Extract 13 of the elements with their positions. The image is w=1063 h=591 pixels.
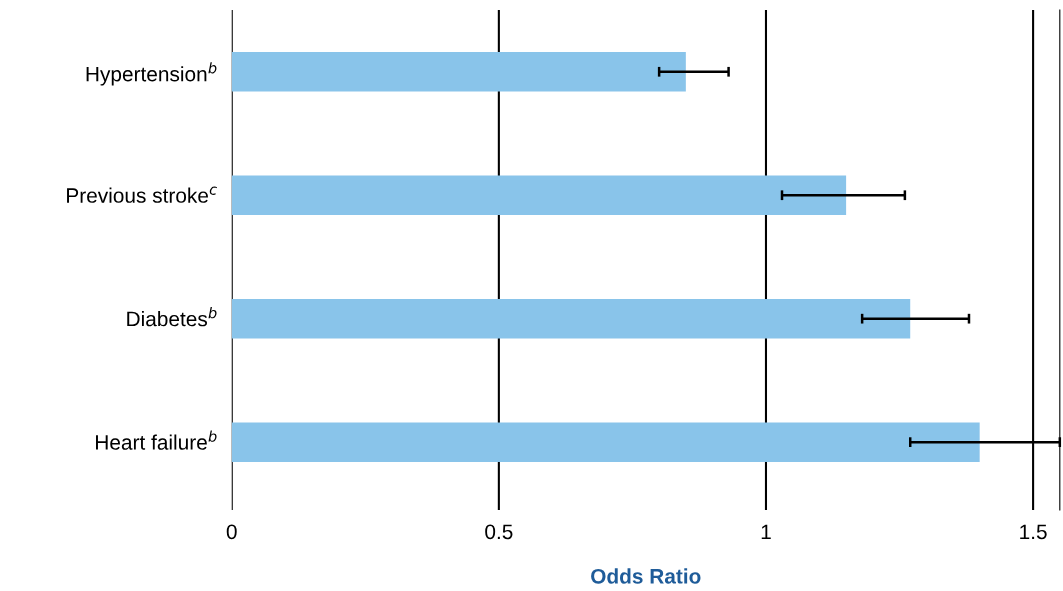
- x-axis-title: Odds Ratio: [591, 568, 701, 584]
- x-tick-label: 1: [761, 524, 771, 540]
- y-tick-label: Heart failure$^{b}$: [96, 430, 217, 450]
- y-tick-label: Hypertension$^{b}$: [86, 62, 217, 86]
- y-tick-label: Previous stroke$^{c}$: [67, 186, 217, 203]
- x-tick-label: 1.5: [1020, 524, 1047, 540]
- y-tick-label: Diabetes$^{b}$: [127, 307, 217, 327]
- x-tick-label: 0: [226, 524, 237, 540]
- bar: [231, 298, 911, 339]
- x-tick-label: 0.5: [485, 524, 513, 540]
- bar: [231, 52, 686, 92]
- bar: [231, 422, 980, 462]
- bar: [231, 175, 847, 215]
